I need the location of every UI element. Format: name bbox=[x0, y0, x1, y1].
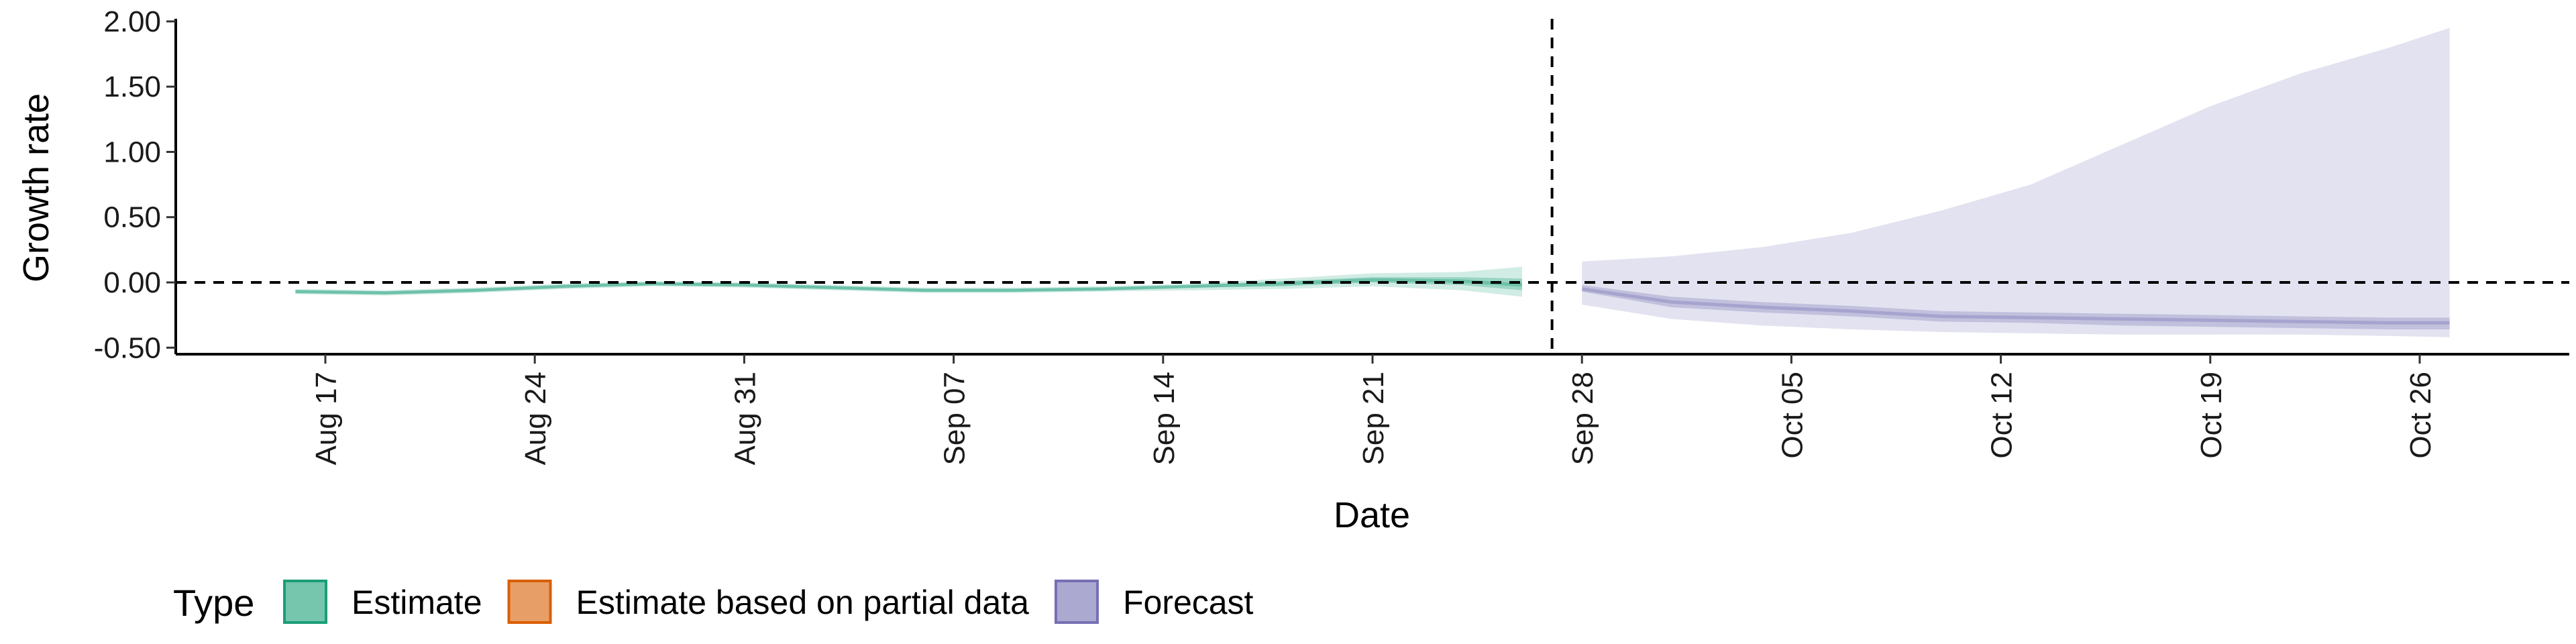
legend: Type Estimate Estimate based on partial d… bbox=[173, 580, 1254, 624]
legend-label-estimate-based-on-partial-data: Estimate based on partial data bbox=[576, 584, 1030, 621]
x-tick-label: Aug 24 bbox=[519, 372, 552, 465]
axes: 2.00 1.50 1.00 0.50 0.00 -0.50 Aug 17 Aug 24 Aug… bbox=[94, 5, 2569, 465]
estimate-band-90 bbox=[295, 266, 1522, 297]
y-tick-label: -0.50 bbox=[94, 331, 161, 364]
y-tick-label: 1.50 bbox=[103, 70, 161, 103]
x-tick-label: Oct 12 bbox=[1986, 372, 2019, 459]
x-tick-label: Sep 14 bbox=[1148, 372, 1181, 465]
y-tick-label: 0.50 bbox=[103, 201, 161, 234]
x-tick-label: Sep 21 bbox=[1357, 372, 1390, 465]
x-tick-label: Sep 28 bbox=[1566, 372, 1599, 465]
x-tick-label: Aug 31 bbox=[729, 372, 761, 465]
y-tick-label: 0.00 bbox=[103, 266, 161, 299]
y-tick-label: 2.00 bbox=[103, 5, 161, 38]
x-axis-title: Date bbox=[1334, 495, 1410, 535]
x-tick-label: Aug 17 bbox=[310, 372, 343, 465]
x-tick-label: Sep 07 bbox=[938, 372, 971, 465]
forecast-band-90 bbox=[1582, 28, 2450, 337]
legend-swatch-estimate bbox=[283, 580, 327, 624]
estimate-band-50 bbox=[295, 277, 1522, 294]
forecast-median-line bbox=[1581, 287, 2450, 325]
legend-swatch-forecast bbox=[1054, 580, 1099, 624]
legend-title: Type bbox=[173, 582, 254, 624]
legend-label-forecast: Forecast bbox=[1123, 584, 1254, 621]
forecast-band-50 bbox=[1582, 284, 2450, 329]
y-axis-title: Growth rate bbox=[16, 93, 56, 282]
x-tick-label: Oct 26 bbox=[2404, 372, 2437, 459]
bands-layer bbox=[295, 28, 2450, 337]
legend-label-estimate: Estimate bbox=[352, 584, 482, 621]
reference-lines bbox=[176, 19, 2569, 354]
legend-swatch-estimate-based-on-partial-data bbox=[507, 580, 552, 624]
x-tick-label: Oct 05 bbox=[1776, 372, 1809, 459]
y-tick-label: 1.00 bbox=[103, 136, 161, 168]
x-tick-label: Oct 19 bbox=[2195, 372, 2228, 459]
